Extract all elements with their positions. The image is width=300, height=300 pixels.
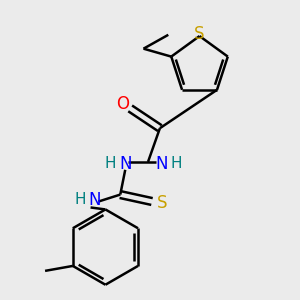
Text: N: N	[119, 155, 131, 173]
Text: O: O	[116, 95, 129, 113]
Text: S: S	[194, 25, 205, 43]
Text: H: H	[105, 156, 116, 171]
Text: N: N	[88, 190, 101, 208]
Text: H: H	[75, 192, 86, 207]
Text: S: S	[157, 194, 167, 212]
Text: H: H	[170, 156, 182, 171]
Text: N: N	[156, 155, 168, 173]
